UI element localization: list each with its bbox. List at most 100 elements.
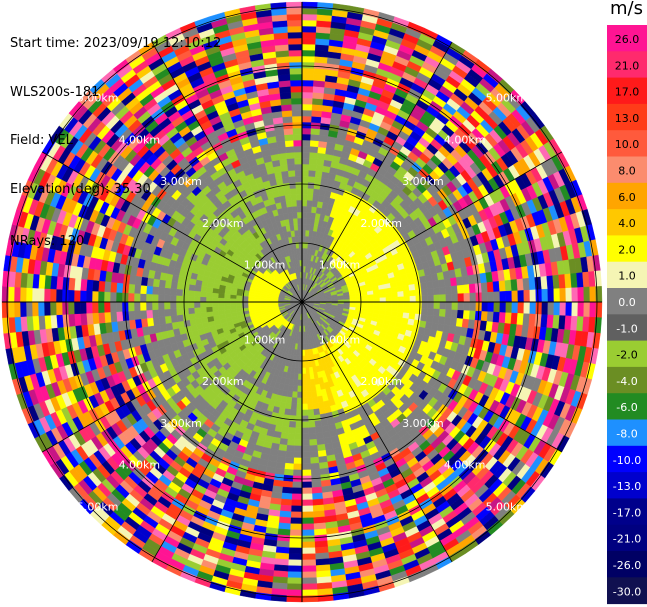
velocity-gate	[301, 85, 314, 93]
velocity-gate	[296, 403, 303, 411]
velocity-gate	[175, 295, 183, 303]
velocity-gate	[301, 499, 313, 507]
velocity-gate	[31, 287, 39, 303]
velocity-gate	[468, 283, 477, 294]
velocity-gate	[535, 301, 543, 315]
velocity-gate	[415, 307, 423, 315]
velocity-gate	[316, 152, 326, 161]
velocity-gate	[301, 163, 310, 171]
velocity-gate	[217, 305, 225, 312]
velocity-gate	[516, 313, 524, 326]
velocity-gate	[290, 511, 303, 519]
velocity-gate	[97, 291, 105, 303]
velocity-gate	[311, 390, 318, 398]
velocity-gate	[7, 301, 15, 318]
velocity-gate	[181, 289, 189, 297]
velocity-gate	[306, 205, 313, 213]
velocity-gate	[19, 286, 27, 303]
velocity-gate	[493, 291, 501, 303]
velocity-gate	[301, 481, 312, 489]
velocity-gate	[217, 301, 225, 307]
velocity-gate	[110, 311, 118, 323]
velocity-gate	[292, 463, 303, 471]
velocity-gate	[301, 571, 317, 579]
velocity-gate	[426, 281, 434, 290]
velocity-gate	[292, 469, 303, 477]
velocity-gate	[463, 292, 471, 303]
velocity-gate	[314, 540, 328, 548]
velocity-gate	[432, 315, 440, 324]
velocity-gate	[301, 127, 312, 135]
velocity-gate	[308, 175, 316, 183]
velocity-gate	[170, 281, 178, 290]
velocity-gate	[176, 314, 184, 322]
velocity-gate	[187, 295, 195, 303]
velocity-gate	[420, 314, 428, 322]
velocity-gate	[283, 468, 294, 477]
velocity-gate	[289, 415, 297, 423]
velocity-gate	[373, 301, 381, 307]
velocity-gate	[188, 313, 196, 321]
velocity-gate	[315, 558, 330, 566]
velocity-gate	[306, 385, 312, 393]
velocity-gate	[462, 310, 471, 320]
velocity-gate	[397, 301, 405, 308]
velocity-gate	[301, 157, 310, 165]
velocity-gate	[92, 312, 100, 325]
velocity-gate	[445, 293, 453, 303]
velocity-gate	[61, 289, 69, 303]
velocity-gate	[286, 438, 296, 447]
velocity-gate	[187, 307, 195, 315]
velocity-gate	[433, 294, 441, 303]
velocity-gate	[297, 373, 303, 381]
velocity-gate	[486, 311, 494, 323]
velocity-gate	[408, 313, 416, 321]
velocity-gate	[312, 504, 325, 512]
velocity-gate	[287, 565, 303, 573]
velocity-gate	[517, 301, 525, 314]
velocity-sectors	[1, 1, 603, 603]
velocity-gate	[297, 367, 303, 375]
velocity-gate	[558, 315, 566, 330]
velocity-gate	[310, 384, 317, 392]
velocity-gate	[188, 283, 196, 291]
velocity-gate	[181, 295, 189, 303]
velocity-gate	[397, 296, 405, 303]
velocity-gate	[469, 292, 477, 303]
velocity-gate	[274, 552, 290, 560]
velocity-gate	[445, 301, 453, 311]
velocity-gate	[306, 199, 313, 207]
velocity-gate	[293, 451, 303, 459]
velocity-gate	[397, 306, 405, 313]
velocity-gate	[287, 559, 303, 567]
velocity-gate	[301, 79, 314, 87]
velocity-gate	[301, 529, 315, 537]
velocity-gate	[73, 289, 81, 303]
velocity-gate	[313, 516, 326, 524]
velocity-gate	[373, 293, 381, 299]
velocity-gate	[547, 288, 555, 303]
velocity-gate	[175, 301, 183, 309]
velocity-gate	[415, 301, 423, 309]
velocity-gate	[301, 91, 314, 99]
velocity-gate	[287, 433, 296, 441]
velocity-gate	[44, 314, 52, 330]
velocity-gate	[19, 301, 27, 318]
velocity-gate	[205, 296, 213, 303]
velocity-gate	[79, 301, 87, 314]
velocity-gate	[308, 169, 317, 177]
velocity-gate	[217, 297, 225, 303]
velocity-gate	[301, 7, 318, 15]
velocity-gate	[313, 414, 322, 422]
velocity-gate	[307, 181, 315, 189]
velocity-gate	[7, 286, 15, 303]
velocity-gate	[498, 280, 506, 292]
velocity-gate	[292, 379, 299, 387]
velocity-gate	[314, 426, 323, 434]
velocity-gate	[304, 349, 308, 357]
velocity-gate	[301, 139, 311, 147]
velocity-gate	[391, 306, 399, 313]
velocity-gate	[397, 291, 405, 298]
velocity-gate	[301, 403, 308, 411]
velocity-gate	[301, 517, 314, 525]
